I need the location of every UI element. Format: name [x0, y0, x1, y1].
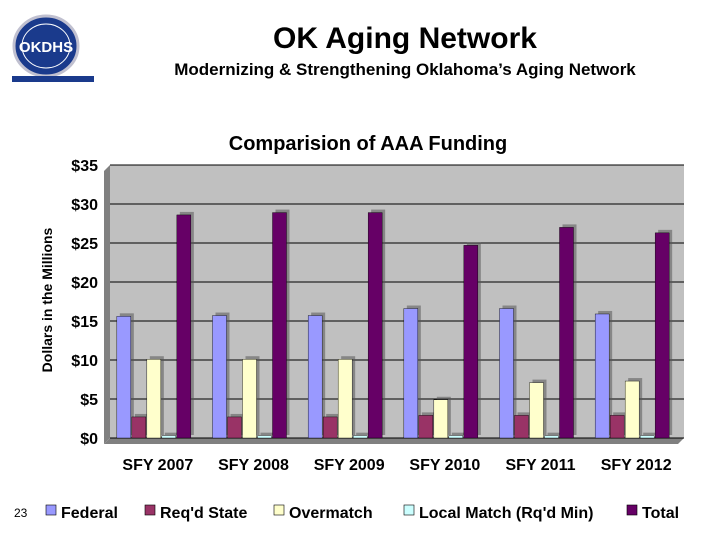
svg-text:OKDHS: OKDHS	[19, 39, 73, 56]
y-tick-label: $10	[71, 353, 98, 370]
bar	[514, 415, 529, 439]
y-tick-label: $5	[80, 392, 98, 409]
bar	[433, 399, 449, 439]
bar	[242, 359, 257, 439]
bar	[544, 435, 559, 439]
legend-label: Total	[642, 505, 679, 522]
x-tick-label: SFY 2011	[506, 457, 576, 474]
bar-shadow	[643, 432, 658, 435]
bar-shadow	[260, 432, 275, 435]
y-tick-label: $35	[71, 158, 98, 175]
bar	[529, 382, 544, 439]
legend-label: Federal	[61, 505, 118, 522]
bar	[609, 415, 625, 439]
legend-label: Req'd State	[160, 505, 247, 522]
bar	[337, 359, 353, 439]
x-tick-label: SFY 2008	[218, 457, 289, 474]
plot-floor	[104, 438, 684, 444]
legend-swatch	[144, 504, 156, 516]
bar	[639, 435, 655, 439]
bar	[176, 214, 192, 439]
page-number: 23	[14, 506, 28, 520]
x-tick-label: SFY 2010	[409, 457, 480, 474]
bar	[559, 227, 574, 439]
bar	[654, 232, 670, 439]
plot-wall	[104, 165, 110, 444]
legend-label: Overmatch	[289, 505, 373, 522]
bar	[272, 212, 287, 439]
bar	[116, 316, 132, 439]
bar	[322, 416, 338, 439]
slide-subtitle: Modernizing & Strengthening Oklahoma’s A…	[174, 60, 636, 79]
bar	[448, 435, 464, 439]
bar-shadow	[164, 432, 179, 435]
bar	[131, 416, 147, 439]
x-tick-label: SFY 2007	[122, 457, 193, 474]
bar	[307, 315, 323, 439]
y-tick-label: $20	[71, 275, 98, 292]
bar	[594, 313, 610, 439]
y-axis-label: Dollars in the Millions	[39, 227, 55, 372]
plot-background	[110, 165, 684, 438]
y-tick-label: $30	[71, 197, 98, 214]
chart-title: Comparision of AAA Funding	[229, 133, 508, 155]
bar	[463, 245, 479, 439]
bar	[624, 380, 640, 439]
bar	[367, 212, 383, 439]
bar	[161, 435, 177, 439]
bar-shadow	[547, 432, 562, 435]
bar	[352, 435, 368, 439]
bar	[227, 416, 242, 439]
bar	[403, 308, 419, 439]
bar-shadow	[451, 432, 466, 435]
y-tick-label: $25	[71, 236, 98, 253]
legend-swatch	[403, 504, 415, 516]
legend-label: Local Match (Rq'd Min)	[419, 505, 593, 522]
legend-swatch	[45, 504, 57, 516]
bar-shadow	[356, 432, 371, 435]
bar	[418, 415, 434, 439]
legend: Federal Req'd State Overmatch Local Match (…	[45, 504, 679, 522]
legend-swatch	[626, 504, 638, 516]
bar	[212, 315, 227, 439]
okdhs-logo: OKDHS	[12, 14, 94, 82]
y-tick-label: $0	[80, 431, 98, 448]
slide-title: OK Aging Network	[273, 22, 537, 55]
bar	[499, 308, 514, 439]
legend-swatch	[273, 504, 285, 516]
bar	[146, 359, 162, 439]
bar	[257, 435, 272, 439]
plot-area: $35 $30 $25 $20 $15 $10 $5 $0 SFY 2007 SFY 2008 SF…	[71, 158, 684, 474]
x-tick-label: SFY 2012	[601, 457, 672, 474]
y-tick-label: $15	[71, 314, 98, 331]
x-tick-label: SFY 2009	[314, 457, 385, 474]
